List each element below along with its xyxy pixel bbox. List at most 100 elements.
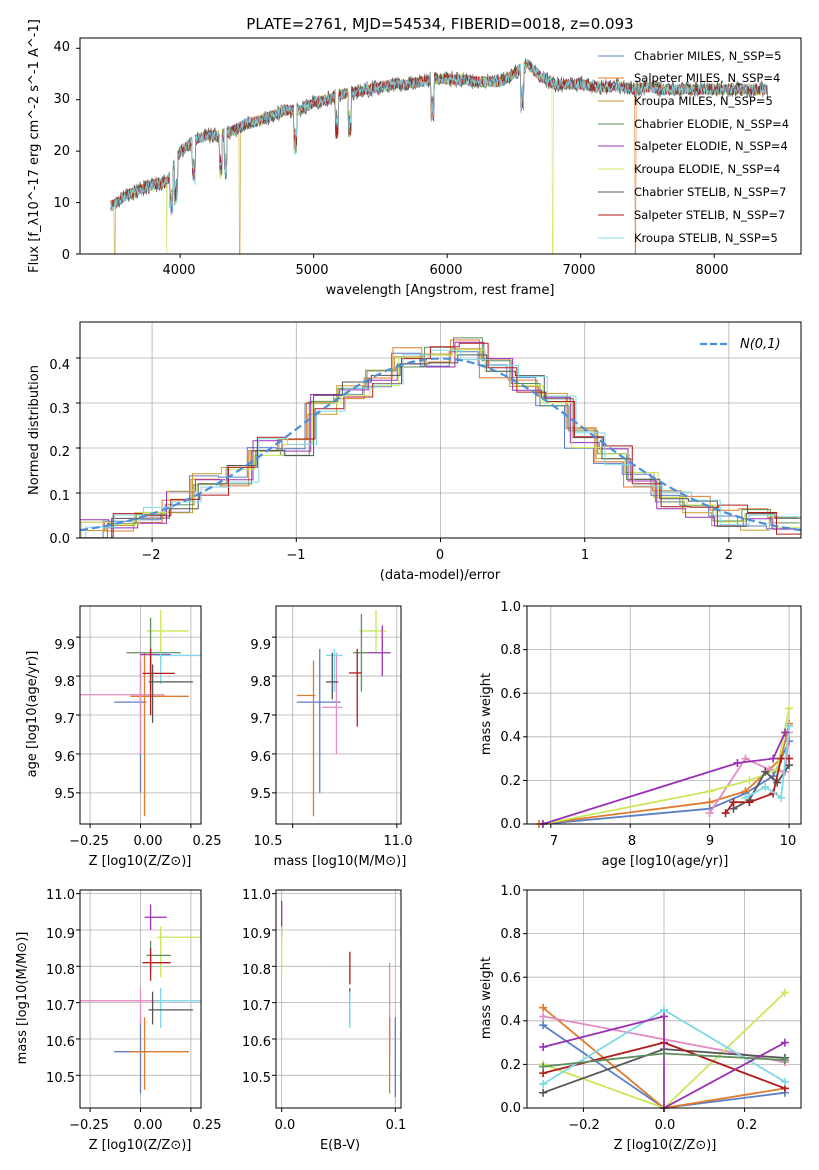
point-marker [780, 1038, 789, 1047]
spectrum-x-tick-label: 5000 [295, 263, 328, 278]
weight-age-y-tick-label: 0.8 [500, 643, 521, 658]
legend-label: Chabrier STELIB, N_SSP=7 [634, 185, 786, 199]
mass-z-x-tick-label: 0.00 [134, 1118, 163, 1133]
mass-z-y-tick-label: 10.9 [46, 927, 75, 942]
age-z-y-tick-label: 9.7 [54, 712, 75, 727]
mass-ebv-xlabel: E(B-V) [320, 1138, 360, 1153]
age-z-tick-marks [76, 636, 192, 828]
spectrum-tick-marks [76, 47, 715, 258]
spectrum-x-ticks: 4000 5000 6000 7000 8000 [162, 263, 728, 278]
legend-label: Salpeter ELODIE, N_SSP=4 [634, 139, 788, 153]
weight-age-x-tick-label: 9 [706, 834, 714, 849]
legend-label: Kroupa ELODIE, N_SSP=4 [634, 162, 780, 176]
point-marker [780, 1077, 789, 1086]
residuals-histograms [80, 337, 801, 538]
mass-z-y-ticks: 10.5 10.6 10.7 10.8 10.9 11.0 [46, 888, 75, 1086]
spectrum-frame [79, 37, 802, 255]
mass-ebv-y-tick-label: 10.9 [242, 927, 271, 942]
residuals-y-ticks: 0.0 0.1 0.2 0.3 0.4 [49, 358, 70, 547]
mass-ebv-y-tick-label: 10.6 [242, 1035, 271, 1050]
spectrum-title: PLATE=2761, MJD=54534, FIBERID=0018, z=0… [246, 15, 633, 33]
point-marker [745, 798, 754, 807]
residuals-x-tick-label: −1 [286, 548, 305, 563]
spectrum-series [110, 58, 768, 254]
point-marker [539, 1062, 548, 1071]
point-marker [539, 1080, 548, 1089]
weight-z-y-tick-label: 0.8 [500, 927, 521, 942]
point-marker [660, 1049, 668, 1058]
weight-age-y-tick-label: 0.0 [500, 817, 521, 832]
age-mass-y-tick-label: 9.8 [250, 675, 271, 690]
mass-z-y-tick-label: 11.0 [46, 888, 75, 903]
legend-label: Salpeter STELIB, N_SSP=7 [634, 208, 785, 222]
mass-ebv-y-tick-label: 10.8 [242, 963, 271, 978]
spectrum-x-tick-label: 8000 [695, 263, 728, 278]
weight-age-x-tick-label: 7 [550, 834, 558, 849]
mass-z-xlabel: Z [log10(Z/Z⊙)] [89, 1138, 192, 1153]
legend-label: Chabrier MILES, N_SSP=5 [634, 49, 781, 63]
age-z-y-tick-label: 9.5 [54, 787, 75, 802]
weight-z-x-tick-label: −0.2 [568, 1118, 600, 1133]
age-z-y-ticks: 9.5 9.6 9.7 9.8 9.9 [54, 638, 75, 802]
point-marker [745, 776, 754, 785]
weight-age-xlabel: age [log10(age/yr)] [602, 854, 729, 869]
point-marker [769, 754, 778, 763]
legend-label: Chabrier ELODIE, N_SSP=4 [634, 117, 789, 131]
mass-ebv-y-tick-label: 11.0 [242, 888, 271, 903]
weight-age-x-tick-label: 8 [628, 834, 636, 849]
weight-z-y-ticks: 0.0 0.2 0.4 0.6 0.8 1.0 [500, 884, 521, 1116]
point-marker [761, 767, 770, 776]
spectrum-line-8 [110, 59, 768, 212]
age-z-x-tick-label: 0.25 [193, 834, 222, 849]
weight-age-ylabel: mass weight [479, 673, 494, 755]
gaussian-curve [80, 357, 801, 532]
weight-age-y-tick-label: 1.0 [500, 600, 521, 615]
weight-z-y-tick-label: 0.6 [500, 971, 521, 986]
spectrum-xlabel: wavelength [Angstrom, rest frame] [326, 283, 555, 298]
age-z-x-tick-label: −0.25 [69, 834, 109, 849]
residuals-ylabel: Normed distribution [27, 365, 42, 495]
point-marker [539, 1021, 548, 1030]
residuals-xlabel: (data-model)/error [380, 568, 501, 583]
residuals-y-tick-label: 0.1 [49, 489, 70, 504]
weight-z-y-tick-label: 0.2 [500, 1058, 521, 1073]
age-mass-y-tick-label: 9.5 [250, 787, 271, 802]
spectrum-y-tick-label: 40 [53, 40, 70, 55]
mass-z-y-tick-label: 10.6 [46, 1035, 75, 1050]
weight-age-x-tick-label: 10 [780, 834, 797, 849]
residuals-legend-label: N(0,1) [740, 337, 781, 352]
age-mass-y-tick-label: 9.6 [250, 750, 271, 765]
age-z-x-ticks: −0.25 0.00 0.25 [69, 834, 221, 849]
mass-z-y-tick-label: 10.7 [46, 999, 75, 1014]
point-marker [777, 793, 786, 802]
spectrum-y-tick-label: 30 [53, 92, 70, 107]
point-marker [705, 798, 714, 807]
spectrum-line-9 [110, 59, 768, 212]
mass-ebv-y-tick-label: 10.5 [242, 1071, 271, 1086]
age-z-x-tick-label: 0.00 [134, 834, 163, 849]
age-mass-tick-marks [272, 636, 398, 828]
weight-age-line-8 [542, 732, 786, 825]
mass-ebv-x-tick-label: 0.1 [386, 1118, 407, 1133]
weight-z-x-tick-label: 0.2 [737, 1118, 758, 1133]
residuals-x-tick-label: 2 [725, 548, 733, 563]
residuals-x-ticks: −2 −1 0 1 2 [141, 548, 733, 563]
spectrum-x-tick-label: 6000 [429, 263, 462, 278]
weight-age-y-tick-label: 0.2 [500, 774, 521, 789]
age-z-points [80, 609, 201, 817]
weight-z-ylabel: mass weight [479, 957, 494, 1039]
mass-z-tick-marks [76, 893, 192, 1112]
mass-z-x-tick-label: 0.25 [193, 1118, 222, 1133]
weight-z-xlabel: Z [log10(Z/Z⊙)] [614, 1138, 717, 1153]
spectrum-y-tick-label: 10 [53, 196, 70, 211]
age-mass-points [296, 609, 391, 817]
mass-ebv-tick-marks [272, 893, 396, 1112]
age-z-y-tick-label: 9.9 [54, 638, 75, 653]
point-marker [705, 809, 714, 818]
histogram-series-2 [80, 339, 797, 532]
mass-z-y-tick-label: 10.8 [46, 963, 75, 978]
age-z-y-tick-label: 9.6 [54, 750, 75, 765]
residuals-x-tick-label: 1 [581, 548, 589, 563]
point-marker [785, 721, 794, 730]
mass-ebv-x-tick-label: 0.0 [275, 1118, 296, 1133]
